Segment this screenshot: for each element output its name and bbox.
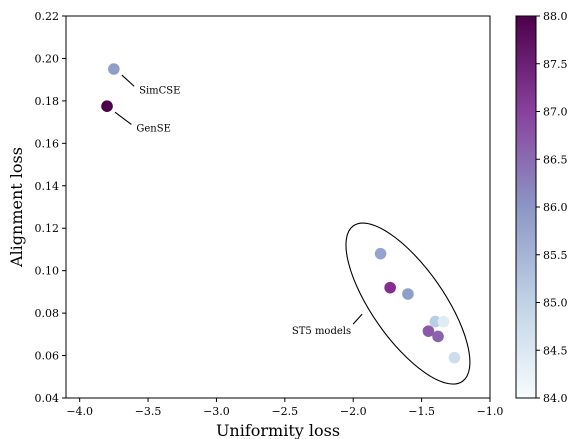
- annotation-leader-line: [352, 313, 363, 325]
- scatter-point: [384, 281, 396, 294]
- colorbar-tick-label: 85.5: [543, 249, 568, 262]
- y-axis: 0.04 0.06 0.08 0.10 0.12 0.14 0.16 0.18 0.20 0.22: [35, 10, 66, 405]
- scatter-point: [422, 325, 435, 337]
- colorbar-tick-label: 84.5: [543, 344, 568, 357]
- annotation-label: ST5 models: [292, 326, 351, 337]
- colorbar-tick-label: 86.0: [543, 201, 568, 214]
- scatter-point: [402, 288, 414, 300]
- colorbar-tick-label: 86.5: [543, 153, 568, 166]
- plot-area: [65, 15, 491, 399]
- annotation-leader-line: [121, 74, 135, 87]
- y-tick-label: 0.10: [35, 265, 60, 278]
- y-tick-label: 0.08: [35, 307, 60, 320]
- y-tick-label: 0.06: [35, 350, 60, 363]
- x-axis: −4.0 −3.5 −3.0 −2.5 −2.0 −1.5 −1.0: [66, 398, 503, 418]
- annotation-label: SimCSE: [139, 85, 180, 96]
- y-tick-label: 0.16: [35, 137, 60, 150]
- x-tick-label: −2.5: [271, 405, 298, 418]
- y-tick-label: 0.20: [35, 52, 60, 65]
- points-layer: [101, 63, 461, 364]
- x-tick-label: −2.0: [340, 405, 367, 418]
- scatter-point: [432, 330, 444, 343]
- y-tick-label: 0.14: [35, 180, 60, 193]
- y-tick-label: 0.04: [35, 392, 60, 405]
- colorbar-gradient: [515, 15, 537, 399]
- scatter-point: [429, 315, 442, 328]
- y-axis-title: Alignment loss: [7, 147, 26, 268]
- y-tick-label: 0.18: [35, 95, 60, 108]
- colorbar-tick-label: 87.5: [543, 58, 568, 71]
- y-tick-label: 0.12: [35, 222, 60, 235]
- x-tick-label: −1.5: [408, 405, 435, 418]
- annotation-layer: SimCSE GenSE ST5 models: [114, 74, 363, 337]
- scatter-point: [448, 351, 461, 364]
- scatter-point: [437, 315, 450, 328]
- x-axis-title: Uniformity loss: [216, 421, 340, 439]
- st5-ellipse: [345, 222, 471, 385]
- y-tick-label: 0.22: [35, 10, 60, 23]
- colorbar-tick-label: 87.0: [543, 106, 568, 119]
- x-tick-label: −3.0: [203, 405, 230, 418]
- x-tick-label: −3.5: [135, 405, 162, 418]
- x-tick-label: −4.0: [66, 405, 93, 418]
- plot-frame: [65, 15, 491, 399]
- colorbar-tick-label: 85.0: [543, 297, 568, 310]
- annotation-label: GenSE: [136, 123, 171, 134]
- colorbar-tick-label: 84.0: [543, 392, 568, 405]
- st5-ellipse-layer: [345, 222, 471, 385]
- colorbar: 84.0 84.5 85.0 85.5 86.0 86.5 87.0 87.5 88.0: [515, 10, 568, 405]
- colorbar-tick-label: 88.0: [543, 10, 568, 23]
- x-tick-label: −1.0: [477, 405, 504, 418]
- scatter-point: [374, 247, 387, 260]
- scatter-point: [108, 63, 120, 75]
- scatter-point: [101, 100, 113, 112]
- annotation-leader-line: [114, 111, 132, 125]
